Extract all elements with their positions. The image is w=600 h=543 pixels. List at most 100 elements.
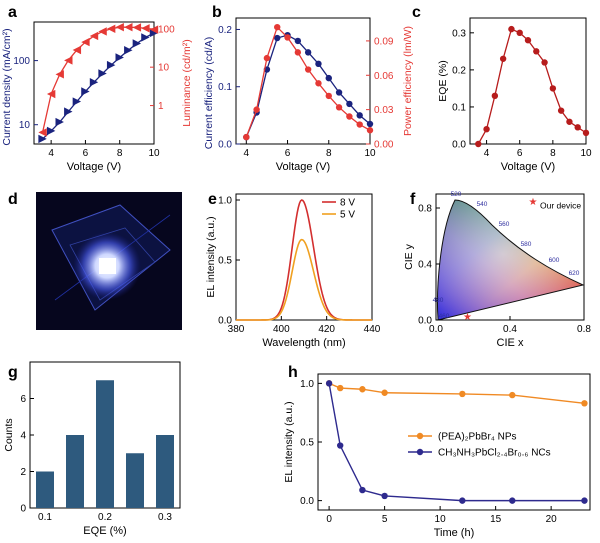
panel-letter-e: e xyxy=(208,191,217,208)
x-tick-label: 6 xyxy=(83,148,89,159)
series-0-marker xyxy=(533,48,540,55)
series-1-marker xyxy=(509,497,516,504)
series-0-marker xyxy=(149,28,159,38)
series-1-marker xyxy=(243,133,250,141)
series-1-marker xyxy=(581,497,588,504)
legend-marker: ★ xyxy=(529,197,538,208)
chart-h: 0 5 10 15 20 0.0 0.5 1.0 (PEA)₂PbBr₄ NPs CH₃NH₃Pb… xyxy=(283,373,591,539)
plot-frame xyxy=(33,21,155,145)
series-0-marker xyxy=(335,89,343,96)
legend-label-1: CH₃NH₃PbCl₂.₄Br₀.₆ NCs xyxy=(438,448,551,459)
x-axis-label: Wavelength (nm) xyxy=(262,337,345,349)
y2-axis-label: Power efficiency (lm/W) xyxy=(402,26,414,136)
series-0-marker xyxy=(115,53,124,62)
device-photo xyxy=(36,192,182,330)
y-axis-label: EL intensity (a.u.) xyxy=(205,216,217,297)
x-tick-label: 10 xyxy=(148,148,160,159)
x-tick-label: 440 xyxy=(364,324,381,335)
series-1-marker xyxy=(38,128,47,137)
x-tick-label: 0.2 xyxy=(98,512,112,523)
series-0-line xyxy=(328,382,585,405)
panel-letter-f: f xyxy=(410,191,416,208)
series-0-marker xyxy=(46,126,56,136)
y2-axis-label: Luminance (cd/m²) xyxy=(181,39,193,127)
y-tick-label: 0.1 xyxy=(452,102,466,113)
series-1-marker xyxy=(346,113,353,120)
series-1-marker xyxy=(366,127,374,134)
y-tick-label: 100 xyxy=(13,56,30,67)
y-tick-label: 1.0 xyxy=(300,379,314,390)
series-1-marker xyxy=(72,45,82,55)
chart-c: 4 6 8 10 0.0 0.1 0.2 0.3 Voltage (V) EQE (%) xyxy=(437,17,592,173)
y-axis-label: EQE (%) xyxy=(437,60,449,101)
series-0-marker xyxy=(549,85,557,92)
x-tick-label: 8 xyxy=(326,148,332,159)
series-1-marker xyxy=(304,66,312,73)
x-tick-label: 420 xyxy=(318,324,335,335)
series-1-marker xyxy=(89,31,99,41)
chart-b: 4 6 8 10 0.0 0.1 0.2 0.00 0.03 0.06 0.09 Voltage (V… xyxy=(203,17,414,173)
series-1-marker xyxy=(64,56,73,65)
y-tick-label: 0.0 xyxy=(300,496,314,507)
x-tick-label: 380 xyxy=(228,324,245,335)
x-tick-label: 10 xyxy=(580,148,592,159)
series-1-marker xyxy=(284,34,291,41)
series-1-marker xyxy=(124,22,133,32)
y-tick-label: 4 xyxy=(20,431,26,442)
x-axis-label: EQE (%) xyxy=(83,525,126,537)
y2-tick-label: 1 xyxy=(158,101,164,112)
x-axis-label: CIE x xyxy=(497,337,524,349)
x-tick-label: 4 xyxy=(48,148,54,159)
series-1-marker xyxy=(46,89,56,99)
x-tick-label: 0.1 xyxy=(38,512,52,523)
series-0-marker xyxy=(294,37,302,45)
series-1-marker xyxy=(132,23,142,32)
series-0-marker xyxy=(508,25,515,33)
bar xyxy=(156,435,174,508)
y-tick-label: 0.8 xyxy=(418,204,432,215)
panel-letter-d: d xyxy=(8,191,18,208)
panel-letter-g: g xyxy=(8,364,18,381)
series-1-marker xyxy=(359,486,366,494)
y-tick-label: 0.0 xyxy=(418,316,432,327)
locus-label: 460 xyxy=(439,313,450,320)
series-1-marker xyxy=(459,497,466,504)
series-1-marker xyxy=(253,106,260,113)
y-tick-label: 0 xyxy=(20,504,26,515)
legend-label-1: 5 V xyxy=(340,210,355,221)
series-1-marker xyxy=(106,24,116,33)
series-1-marker xyxy=(274,23,281,31)
x-tick-label: 0.4 xyxy=(503,324,517,335)
y2-tick-label: 0.09 xyxy=(374,36,394,47)
series-1-marker xyxy=(294,49,302,56)
panel-letter-h: h xyxy=(288,364,298,381)
x-tick-label: 0.0 xyxy=(429,324,443,335)
x-axis-label: Voltage (V) xyxy=(67,161,121,173)
series-0-marker xyxy=(346,100,353,108)
series-1-marker xyxy=(149,25,159,34)
x-tick-label: 400 xyxy=(273,324,290,335)
series-1-marker xyxy=(115,22,124,32)
y-tick-label: 0.0 xyxy=(452,140,466,151)
series-0-marker xyxy=(381,389,388,396)
y-tick-label: 0.3 xyxy=(452,28,466,39)
series-1-marker xyxy=(141,24,150,33)
series-0-marker xyxy=(582,129,590,137)
plot-frame xyxy=(235,17,371,145)
bar xyxy=(96,380,114,508)
series-0-marker xyxy=(524,37,532,44)
series-0-marker xyxy=(574,124,581,131)
y-tick-label: 0.4 xyxy=(418,260,432,271)
series-0-marker xyxy=(141,33,150,42)
x-tick-label: 20 xyxy=(546,514,558,525)
series-1-marker xyxy=(325,92,332,100)
x-axis-label: Time (h) xyxy=(434,527,475,539)
y-axis-label: Current efficiency (cd/A) xyxy=(203,37,215,149)
series-0-marker xyxy=(491,92,499,100)
series-1-line xyxy=(236,238,372,321)
series-0-marker xyxy=(81,87,90,96)
chart-a: 4 6 8 10 10 100 1 10 100 Voltage (V) Current densi… xyxy=(1,21,193,173)
y2-tick-label: 0.06 xyxy=(374,71,394,82)
series-0-marker xyxy=(475,140,482,148)
series-0-marker xyxy=(516,29,523,37)
